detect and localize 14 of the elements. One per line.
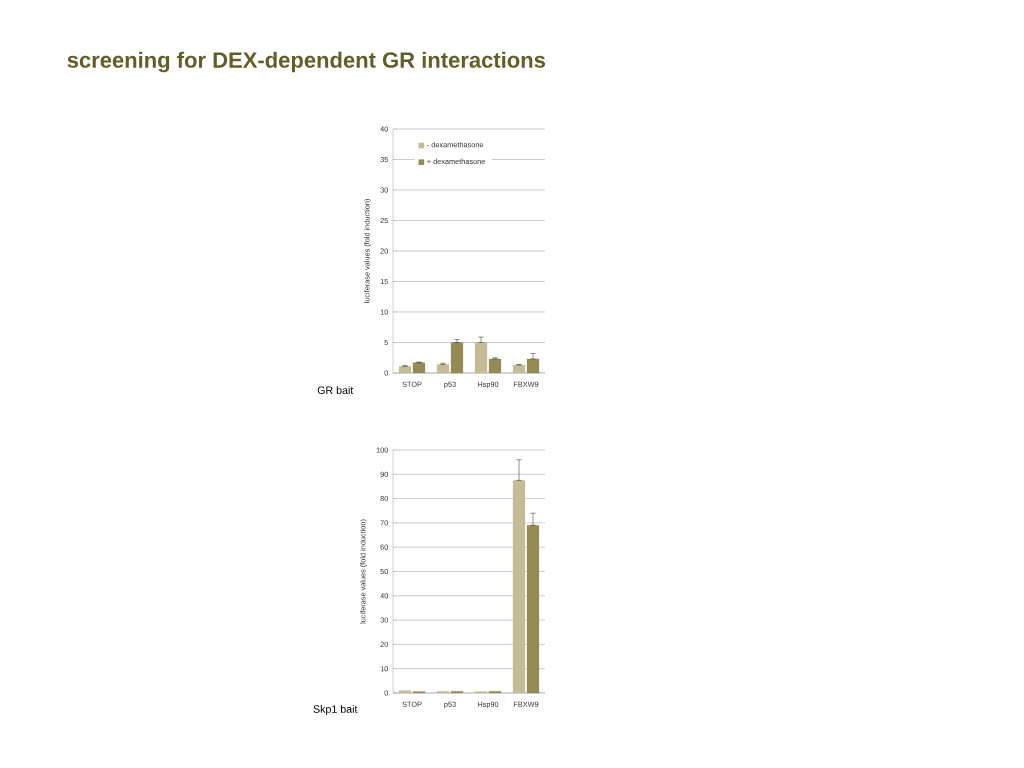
bar	[398, 366, 412, 374]
bar	[398, 690, 412, 694]
bar	[436, 364, 450, 374]
bar	[450, 342, 464, 374]
bar	[526, 358, 540, 374]
bar	[412, 362, 426, 374]
bar	[512, 480, 526, 694]
text: GR bait	[317, 386, 354, 394]
bar	[526, 525, 540, 694]
bar	[512, 364, 526, 374]
bar	[474, 342, 488, 374]
bar	[488, 358, 502, 374]
text: Skp1 bait	[313, 705, 358, 715]
chart-title: screening for DEX-dependent GR interactions	[67, 51, 545, 73]
